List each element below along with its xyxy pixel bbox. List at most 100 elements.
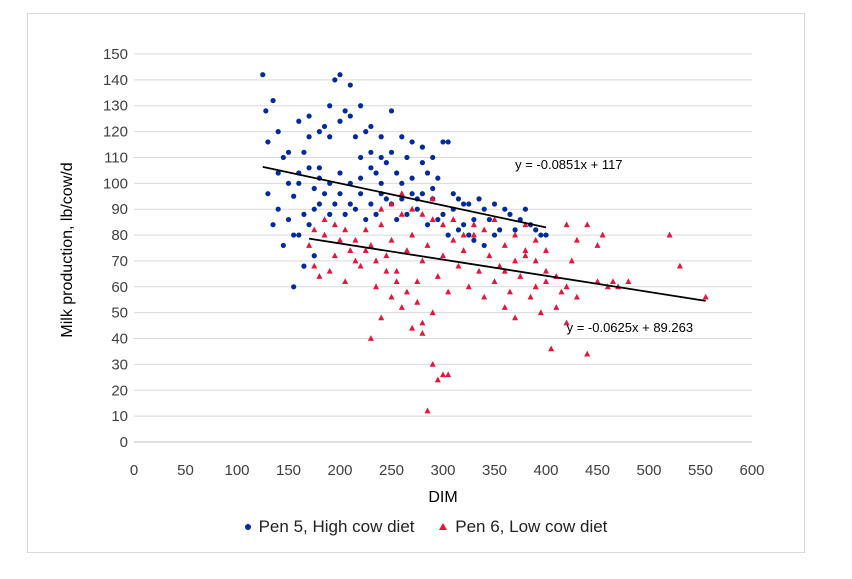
pen6-data-point [563, 283, 570, 290]
pen6-data-point [378, 314, 385, 321]
pen5-data-point [306, 113, 312, 119]
pen5-data-point [337, 72, 343, 78]
pen6-data-point [362, 226, 369, 233]
pen6-data-point [625, 278, 632, 285]
pen5-data-point [342, 211, 348, 217]
y-tick-label: 40 [111, 331, 128, 348]
pen5-data-point [435, 216, 441, 223]
pen6-data-point [388, 293, 395, 300]
pen6-data-point [424, 407, 431, 414]
pen5-data-point [275, 206, 281, 212]
pen6-data-point [481, 293, 488, 300]
pen5-data-point [332, 201, 338, 207]
pen5-data-point [502, 206, 508, 212]
pen5-data-point [373, 170, 379, 176]
pen6-data-point [532, 283, 539, 290]
pen6-data-point [584, 350, 591, 357]
pen6-data-point [450, 216, 457, 222]
pen6-data-point [512, 314, 519, 321]
pen6-data-point [594, 242, 601, 248]
pen6-data-point [491, 278, 498, 285]
trendlines [262, 165, 706, 302]
pen5-data-point [291, 284, 297, 290]
pen5-data-point [311, 206, 317, 212]
pen5-data-point [260, 72, 266, 78]
x-tick-label: 350 [482, 462, 507, 479]
y-tick-label: 150 [103, 46, 128, 63]
pen5-data-point [461, 201, 467, 207]
pen6-data-point [563, 319, 570, 326]
y-tick-label: 0 [120, 434, 128, 451]
pen5-data-point [481, 242, 487, 249]
pen5-data-point [471, 237, 477, 243]
pen6-data-point [373, 283, 380, 290]
pen5-data-point [363, 129, 369, 135]
pen5-data-point [476, 196, 482, 202]
pen6-data-point [568, 257, 575, 264]
pen5-data-point [466, 232, 472, 238]
pen5-data-point [481, 206, 487, 212]
pen6-data-point [522, 252, 529, 259]
pen5-data-point [358, 191, 364, 197]
pen6-data-point [342, 226, 349, 233]
pen5-data-point [491, 201, 498, 207]
pen5-data-point [430, 185, 436, 192]
pen5-data-point [409, 191, 415, 197]
pen5-data-point [440, 139, 446, 145]
pen5-data-point [466, 201, 472, 207]
pen5-data-point [368, 149, 374, 155]
pen6-data-point [450, 236, 457, 243]
pen5-data-point [321, 191, 328, 197]
pen6-data-point [537, 309, 544, 316]
pen6-data-point [445, 371, 452, 378]
pen6-data-point [398, 190, 405, 197]
pen6-data-point [501, 267, 508, 274]
triangle-marker-icon [439, 523, 448, 530]
pen6-data-point [460, 247, 467, 253]
pen5-data-point [424, 222, 431, 228]
pen5-data-point [368, 165, 374, 171]
pen6-data-point [522, 247, 529, 253]
y-tick-label: 30 [111, 356, 128, 373]
pen6-data-point [491, 216, 498, 222]
pen5-data-point [296, 180, 302, 186]
pen6-data-point [419, 319, 426, 326]
gridlines [134, 53, 752, 417]
pen6-data-point [409, 205, 416, 212]
pen5-data-point [419, 144, 425, 150]
pen6-data-point [599, 231, 606, 238]
pen6-data-point [501, 304, 508, 310]
pen6-data-point [337, 236, 343, 243]
pen5-data-point [296, 232, 302, 238]
y-tick-label: 100 [103, 175, 128, 192]
legend-label-pen5: Pen 5, High cow diet [258, 517, 415, 536]
pen6-data-point [563, 221, 570, 228]
pen6-data-point [512, 257, 519, 264]
x-tick-label: 400 [533, 462, 558, 479]
pen5-data-point [399, 134, 405, 140]
pen5-data-point [388, 149, 395, 155]
pen6-data-point [311, 262, 318, 269]
pen5-data-point [306, 134, 312, 140]
pen6-data-point [527, 293, 534, 300]
x-tick-label: 0 [130, 462, 138, 479]
pen5-data-point [445, 139, 451, 145]
pen5-data-point [533, 227, 539, 233]
pen6-data-point [357, 262, 364, 269]
pen5-data-point [522, 206, 529, 212]
pen6-data-point [347, 247, 354, 253]
pen6-data-point [306, 242, 313, 248]
pen5-data-point [430, 154, 436, 161]
trendline-equation-pen5: y = -0.0851x + 117 [515, 157, 622, 172]
pen6-data-point [409, 231, 416, 238]
pen6-data-point [373, 257, 380, 264]
pen5-data-point [471, 216, 477, 223]
pen6-data-point [434, 273, 441, 279]
x-axis: 0 50 100 150 200 250 300 350 400 450 500 550 600 [130, 441, 765, 479]
circle-marker-icon [244, 524, 251, 530]
pen5-data-point [512, 227, 518, 233]
pen5-data-point [461, 222, 467, 228]
y-axis: 0 10 20 30 40 50 60 70 80 90 100 110 120 130 140 150 [103, 46, 128, 451]
pen5-data-point [280, 242, 286, 249]
y-tick-label: 120 [103, 124, 128, 141]
